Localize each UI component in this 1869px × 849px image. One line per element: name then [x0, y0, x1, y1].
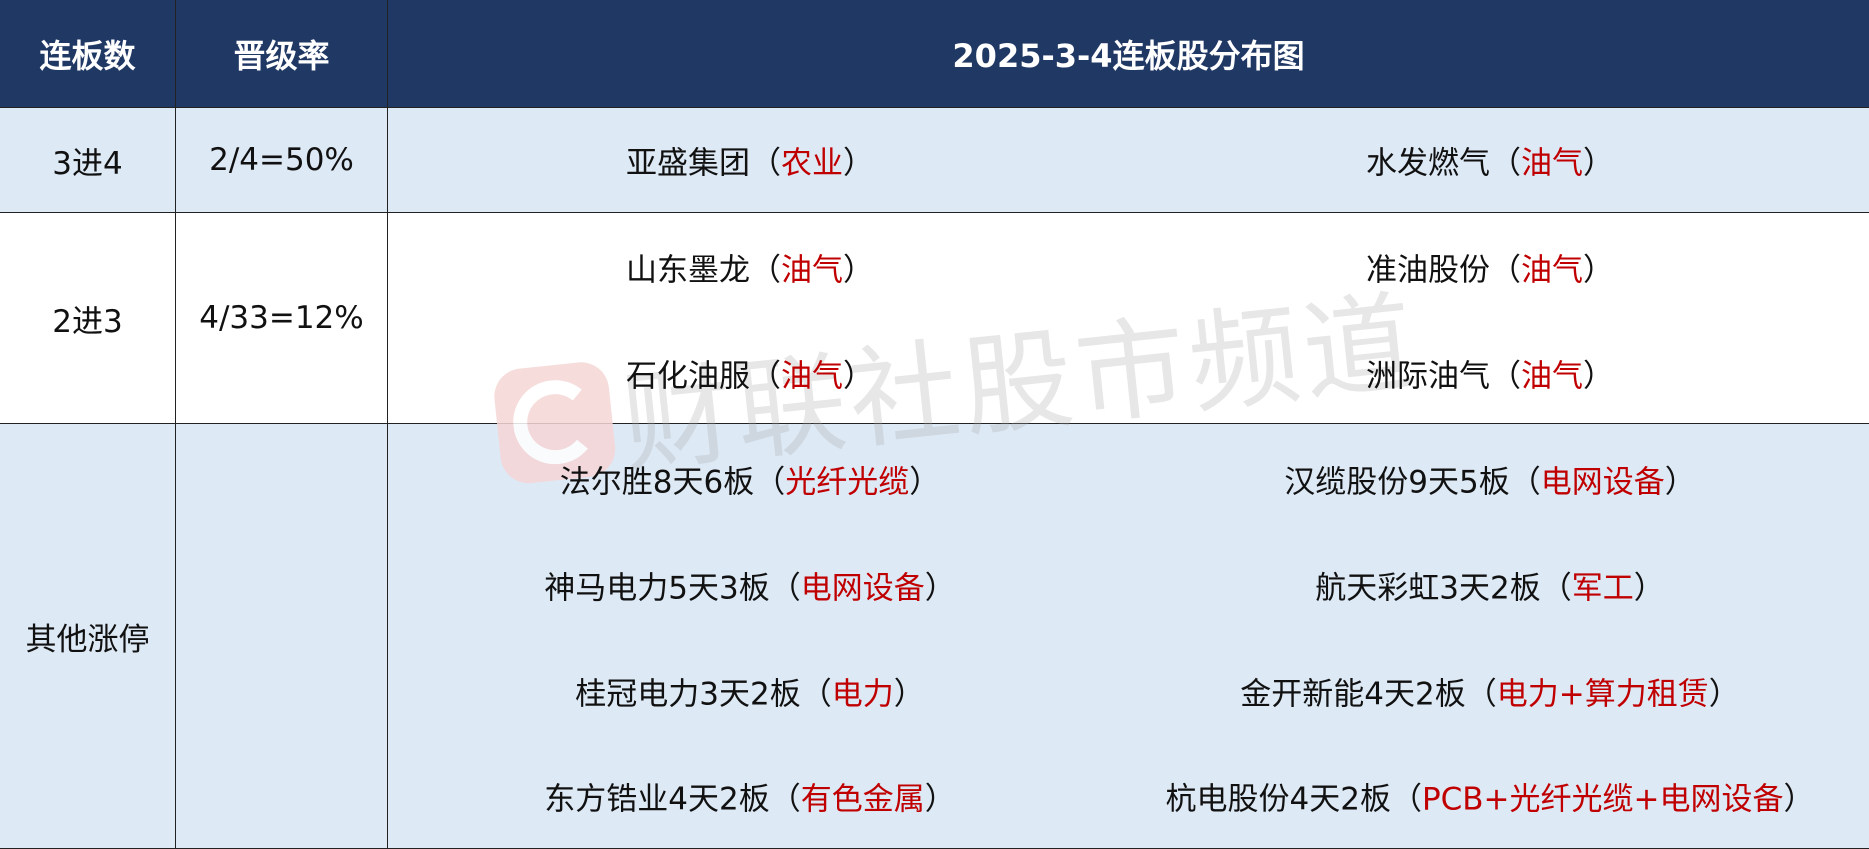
row-stocks [388, 108, 1869, 213]
stock-name: 法尔胜8天6板 [559, 464, 755, 501]
bracket-open: （ [750, 145, 781, 182]
stock-sector: 电力+算力租赁 [1496, 676, 1709, 713]
stock-name: 航天彩虹3天2板 [1315, 570, 1541, 607]
bracket-close: ） [1783, 781, 1815, 818]
stock-name: 东方锆业4天2板 [544, 781, 770, 818]
stock-name: 杭电股份4天2板 [1165, 781, 1391, 818]
stock-sector: 军工 [1571, 570, 1634, 607]
stock-sector: 油气 [1521, 145, 1583, 182]
stock-name: 水发燃气 [1366, 145, 1490, 182]
stock-name: 桂冠电力3天2板 [575, 676, 801, 713]
stock-sector: 油气 [781, 252, 843, 289]
stock-name: 洲际油气 [1366, 358, 1490, 395]
bracket-close: ） [924, 570, 956, 607]
stock-item: 法尔胜8天6板（光纤光缆） [560, 457, 940, 502]
stock-name: 山东墨龙 [626, 252, 750, 289]
row-stocks [388, 424, 1869, 849]
stock-item: 航天彩虹3天2板（军工） [1315, 563, 1664, 608]
header-promotion-rate: 晋级率 [176, 0, 388, 108]
bracket-close: ） [843, 358, 874, 395]
bracket-open: （ [800, 676, 832, 713]
stock-item: 亚盛集团（农业） [626, 138, 874, 183]
stock-sector: 农业 [781, 145, 843, 182]
bracket-open: （ [1390, 781, 1422, 818]
bracket-close: ） [1633, 570, 1665, 607]
stock-name: 石化油服 [626, 358, 750, 395]
stock-name: 金开新能4天2板 [1240, 676, 1466, 713]
stock-item: 汉缆股份9天5板（电网设备） [1284, 457, 1695, 502]
bracket-open: （ [1490, 145, 1521, 182]
header-streak-count: 连板数 [0, 0, 176, 108]
bracket-open: （ [1490, 358, 1521, 395]
bracket-open: （ [1490, 252, 1521, 289]
stock-item: 杭电股份4天2板（PCB+光纤光缆+电网设备） [1165, 774, 1814, 819]
stock-sector: 油气 [1521, 358, 1583, 395]
stock-item: 水发燃气（油气） [1366, 138, 1614, 183]
bracket-close: ） [924, 781, 956, 818]
stock-item: 山东墨龙（油气） [626, 245, 874, 290]
bracket-close: ） [843, 145, 874, 182]
stock-item: 神马电力5天3板（电网设备） [544, 563, 955, 608]
stock-sector: 光纤光缆 [785, 464, 910, 501]
bracket-open: （ [1540, 570, 1572, 607]
row-rate: 2/4=50% [176, 108, 388, 213]
stock-item: 石化油服（油气） [626, 351, 874, 396]
stock-item: 准油股份（油气） [1366, 245, 1614, 290]
row-level: 3进4 [0, 108, 176, 213]
bracket-close: ） [893, 676, 925, 713]
bracket-close: ） [843, 252, 874, 289]
stock-name: 亚盛集团 [626, 145, 750, 182]
bracket-close: ） [909, 464, 941, 501]
bracket-close: ） [1708, 676, 1740, 713]
bracket-close: ） [1664, 464, 1696, 501]
bracket-open: （ [1465, 676, 1497, 713]
stock-sector: 油气 [781, 358, 843, 395]
stock-name: 神马电力5天3板 [544, 570, 770, 607]
stock-sector: 有色金属 [800, 781, 925, 818]
stock-sector: 电网设备 [800, 570, 925, 607]
bracket-close: ） [1583, 252, 1614, 289]
bracket-open: （ [769, 570, 801, 607]
header-title: 2025-3-4连板股分布图 [388, 0, 1869, 108]
bracket-open: （ [754, 464, 786, 501]
row-stocks [388, 213, 1869, 424]
bracket-open: （ [750, 252, 781, 289]
stock-sector: 电网设备 [1540, 464, 1665, 501]
stock-item: 洲际油气（油气） [1366, 351, 1614, 396]
stock-item: 金开新能4天2板（电力+算力租赁） [1240, 669, 1739, 714]
bracket-open: （ [1509, 464, 1541, 501]
stock-sector: 油气 [1521, 252, 1583, 289]
bracket-open: （ [769, 781, 801, 818]
row-rate [176, 424, 388, 849]
stock-sector: 电力 [831, 676, 894, 713]
stock-item: 东方锆业4天2板（有色金属） [544, 774, 955, 819]
bracket-close: ） [1583, 358, 1614, 395]
stock-sector: PCB+光纤光缆+电网设备 [1421, 781, 1784, 818]
row-rate: 4/33=12% [176, 213, 388, 424]
stock-item: 桂冠电力3天2板（电力） [575, 669, 924, 714]
row-level: 2进3 [0, 213, 176, 424]
stock-name: 汉缆股份9天5板 [1284, 464, 1510, 501]
bracket-close: ） [1583, 145, 1614, 182]
row-level: 其他涨停 [0, 424, 176, 849]
bracket-open: （ [750, 358, 781, 395]
stock-name: 准油股份 [1366, 252, 1490, 289]
